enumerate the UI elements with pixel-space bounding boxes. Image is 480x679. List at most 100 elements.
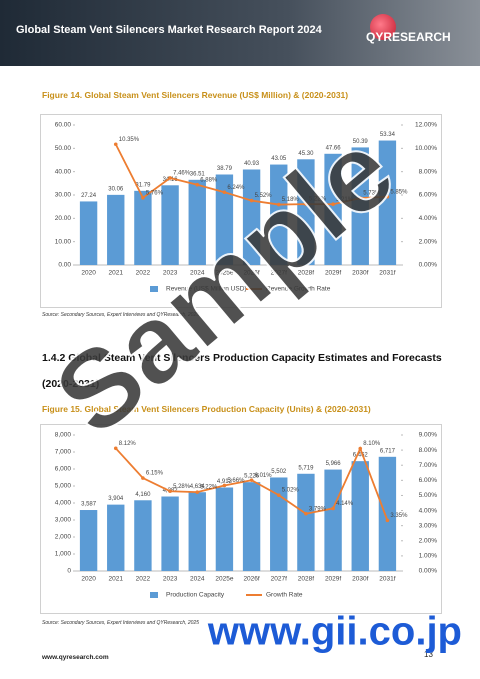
y-tick-label: 8,000 [55, 432, 72, 439]
data-label: 5.52% [255, 193, 273, 199]
data-label: 47.66 [326, 145, 342, 151]
data-label: 6.15% [146, 471, 164, 477]
x-tick-label: 2022 [136, 270, 151, 277]
growth-point [358, 446, 363, 451]
x-tick-label: 2026f [243, 270, 259, 277]
data-label: 5.21% [336, 197, 354, 203]
growth-point [168, 176, 172, 180]
y-tick-label: 1,000 [55, 551, 72, 558]
x-tick-label: 2029f [325, 576, 341, 583]
growth-point [195, 490, 200, 494]
x-tick-label: 2031f [379, 576, 395, 583]
bar [324, 153, 342, 265]
growth-point [113, 446, 118, 451]
x-tick-label: 2028f [298, 576, 314, 583]
x-tick-label: 2020 [81, 576, 96, 583]
growth-point [276, 202, 281, 207]
x-tick-label: 2031f [379, 270, 395, 277]
y2-tick-label: 9.00% [419, 432, 438, 439]
source-note: Source: Secondary Sources, Expert Interv… [42, 620, 200, 626]
growth-point [385, 194, 390, 199]
y2-tick-label: 0.00% [419, 568, 438, 575]
y-tick-label: 40.00 [55, 168, 72, 175]
data-label: 3,587 [81, 502, 97, 508]
growth-point [113, 142, 118, 147]
data-label: 5,966 [326, 461, 342, 467]
growth-point [385, 518, 390, 523]
data-label: 8.12% [119, 441, 137, 447]
chart: 0 1,000 2,000 3,000 4,000 5,000 6,000 7,000 8,00… [55, 432, 438, 599]
y-tick-label: 0.00 [58, 262, 71, 269]
data-label: 5.22% [200, 485, 218, 491]
y-tick-label: 30.00 [55, 192, 72, 199]
data-label: 45.30 [298, 151, 314, 157]
bar [107, 504, 125, 571]
chart-frame: 0 1,000 2,000 3,000 4,000 5,000 6,000 7,000 8,00… [40, 424, 442, 614]
growth-point [222, 483, 227, 488]
section-heading: (2020-2031) [42, 378, 100, 390]
bar [378, 140, 397, 265]
bar [324, 469, 342, 571]
data-label: 4,160 [135, 492, 151, 498]
bar [79, 510, 98, 571]
data-label: 4.14% [336, 501, 354, 507]
data-label: 6,717 [380, 448, 396, 454]
data-label: 53.34 [380, 132, 396, 138]
x-tick-label: 2029f [325, 270, 341, 277]
data-label: 31.79 [135, 182, 151, 188]
x-tick-label: 2025e [215, 270, 233, 277]
data-label: 34.16 [163, 177, 179, 183]
data-label: 36.51 [190, 171, 206, 177]
bar [134, 190, 152, 265]
legend-label: Revenue (US$ Million USD) [166, 286, 247, 293]
y-tick-label: 20.00 [55, 215, 72, 222]
data-label: 4,634 [190, 484, 206, 490]
y-tick-label: 50.00 [55, 145, 72, 152]
x-tick-label: 2023 [163, 270, 178, 277]
bar [161, 185, 179, 265]
x-tick-label: 2030f [352, 270, 368, 277]
y2-tick-label: 3.00% [419, 522, 438, 529]
y-tick-label: 2,000 [55, 534, 72, 541]
y2-tick-label: 4.00% [419, 507, 438, 514]
y2-tick-label: 1.00% [419, 553, 438, 560]
logo: QYRESEARCH [366, 30, 451, 44]
x-tick-label: 2023 [163, 576, 178, 583]
y2-tick-label: 2.00% [419, 537, 438, 544]
data-label: 5.76% [146, 190, 164, 196]
x-tick-label: 2020 [81, 270, 96, 277]
bar [107, 194, 125, 265]
chart: 0.00 10.00 20.00 30.00 40.00 50.00 60.00 0.00% 2… [55, 122, 438, 293]
y-tick-label: 6,000 [55, 466, 72, 473]
x-tick-label: 2024 [190, 576, 205, 583]
y-tick-label: 7,000 [55, 449, 72, 456]
data-label: 43.05 [271, 156, 287, 162]
y2-tick-label: 5.00% [419, 492, 438, 499]
bar [297, 159, 315, 265]
data-label: 3.35% [390, 513, 408, 519]
y2-tick-label: 4.00% [419, 215, 438, 222]
y2-tick-label: 6.00% [419, 477, 438, 484]
data-label: 7.46% [173, 171, 191, 177]
chart-frame: 0.00 10.00 20.00 30.00 40.00 50.00 60.00 0.00% 2… [40, 114, 442, 308]
bar [270, 164, 288, 265]
page-number: 13 [424, 650, 433, 659]
footer-url: www.qyresearch.com [42, 654, 109, 661]
data-label: 30.06 [108, 186, 124, 192]
header-title: Global Steam Vent Silencers Market Resea… [16, 24, 322, 36]
data-label: 50.39 [353, 139, 369, 145]
growth-point [331, 202, 335, 207]
data-label: 5.85% [390, 189, 408, 195]
data-label: 38.79 [217, 166, 233, 172]
y2-tick-label: 12.00% [415, 122, 437, 129]
data-label: 10.35% [119, 137, 140, 143]
growth-point [358, 196, 363, 200]
growth-point [195, 182, 200, 187]
y2-tick-label: 10.00% [415, 145, 437, 152]
x-tick-label: 2030f [352, 576, 368, 583]
growth-point [222, 190, 227, 194]
x-tick-label: 2021 [109, 576, 124, 583]
bar [188, 179, 206, 265]
data-label: 5,719 [298, 465, 314, 471]
x-tick-label: 2025e [215, 576, 233, 583]
